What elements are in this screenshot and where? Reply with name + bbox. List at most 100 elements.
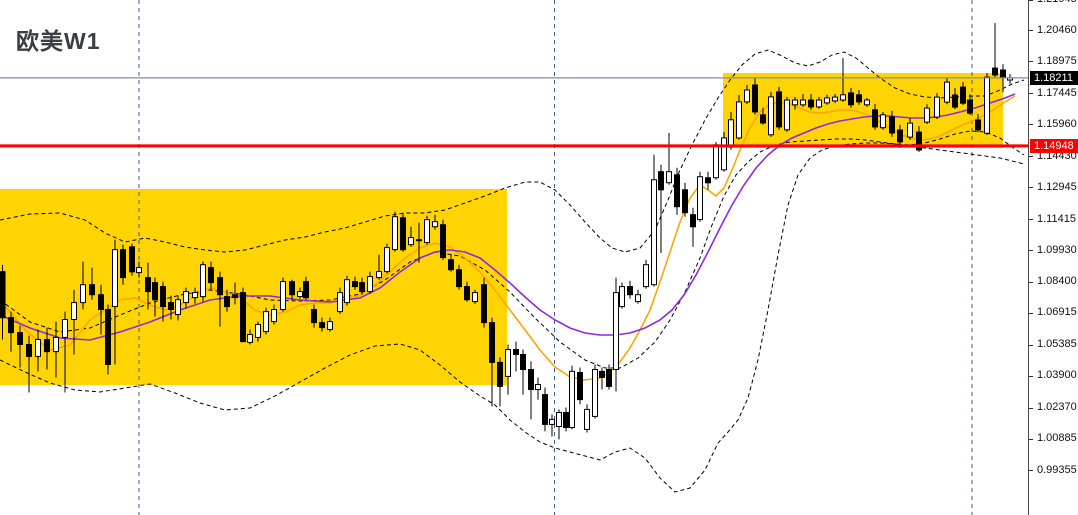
candle-bearish	[8, 317, 14, 334]
candle-bullish	[297, 291, 303, 298]
candle-bearish	[542, 394, 548, 425]
candle-bullish	[728, 119, 734, 148]
candle-bearish	[897, 129, 903, 143]
candle-bearish	[528, 369, 534, 390]
candle-bullish	[643, 264, 649, 288]
candle-bearish	[776, 91, 782, 128]
candle-bearish	[120, 249, 126, 279]
candle-bearish	[26, 344, 32, 357]
candle-bullish	[584, 408, 590, 430]
candle-bullish	[175, 299, 181, 316]
candle-bullish	[376, 271, 382, 279]
candle-bearish	[872, 109, 878, 128]
candle-bullish	[35, 339, 41, 357]
candle-bearish	[17, 332, 23, 346]
candle-bearish	[160, 286, 166, 308]
axis-tick-label: 1.11415	[1037, 212, 1076, 225]
candle-bearish	[208, 267, 214, 284]
candle-bullish	[112, 249, 118, 308]
candle-bullish	[984, 76, 990, 134]
axis-tick-mark	[1029, 156, 1033, 158]
candle-bullish	[71, 302, 77, 321]
alert-price-label: 1.14948	[1030, 138, 1078, 153]
candle-bullish	[864, 99, 870, 106]
candle-bullish	[200, 264, 206, 298]
candle-bearish	[289, 281, 295, 296]
candle-bearish	[674, 174, 680, 208]
candle-bearish	[856, 94, 862, 103]
candle-bullish	[721, 137, 727, 171]
candle-bullish	[784, 99, 790, 131]
axis-tick-label: 1.09930	[1037, 243, 1077, 256]
candle-bullish	[832, 96, 838, 102]
axis-tick-mark	[1029, 124, 1033, 126]
candle-bearish	[992, 67, 998, 76]
candle-bullish	[666, 171, 672, 184]
candle-bearish	[217, 277, 223, 296]
candle-bearish	[456, 269, 462, 288]
candle-bearish	[916, 131, 922, 151]
candle-bullish	[472, 292, 478, 303]
axis-tick-mark	[1029, 281, 1033, 283]
candle-bullish	[635, 294, 641, 303]
candle-bullish	[651, 179, 657, 286]
price-axis[interactable]: 1.18211 1.14948 1.21945 1.20460 1.18975 1.1…	[1028, 0, 1078, 515]
candle-bearish	[400, 217, 406, 251]
candle-bearish	[168, 302, 174, 311]
axis-tick-mark	[1029, 219, 1033, 221]
candle-bullish	[768, 96, 774, 136]
candle-bearish	[303, 281, 309, 299]
highlight-box[interactable]	[723, 73, 1003, 148]
candle-bearish	[577, 372, 583, 401]
candles-layer	[0, 23, 1013, 440]
candle-bearish	[690, 214, 696, 228]
axis-tick-label: 1.05385	[1037, 338, 1077, 351]
candle-bullish	[384, 247, 390, 273]
candle-bearish	[0, 271, 6, 319]
candle-bearish	[497, 361, 503, 387]
candle-bearish	[952, 94, 958, 108]
candle-bearish	[311, 309, 317, 324]
candle-bullish	[432, 221, 438, 228]
axis-tick-label: 1.03900	[1037, 369, 1077, 382]
axis-tick-mark	[1029, 407, 1033, 409]
candle-bullish	[556, 412, 562, 427]
candle-bearish	[129, 246, 135, 273]
candle-bearish	[808, 99, 814, 108]
candle-bearish	[848, 92, 854, 106]
candle-bearish	[440, 224, 446, 259]
candle-bearish	[145, 277, 151, 293]
candle-bullish	[907, 122, 913, 138]
candle-bullish	[619, 286, 625, 308]
candle-bullish	[247, 334, 253, 343]
candle-bullish	[713, 144, 719, 179]
candle-bullish	[327, 321, 333, 331]
candle-bullish	[344, 279, 350, 304]
candle-bullish	[271, 309, 277, 323]
candle-bullish	[535, 384, 541, 390]
axis-tick-mark	[1029, 30, 1033, 32]
candle-bearish	[760, 114, 766, 124]
candle-bullish	[697, 176, 703, 221]
highlight-box[interactable]	[0, 189, 507, 385]
candle-bearish	[752, 84, 758, 113]
candle-bullish	[934, 96, 940, 118]
candle-bullish	[944, 81, 950, 103]
candle-bearish	[98, 294, 104, 311]
candle-bearish	[352, 281, 358, 288]
candle-bearish	[89, 284, 95, 296]
candle-bullish	[736, 101, 742, 139]
candle-bullish	[880, 114, 886, 129]
axis-tick-label: 1.17445	[1037, 86, 1077, 99]
candle-bearish	[627, 286, 633, 296]
candle-bullish	[367, 276, 373, 293]
candle-bearish	[599, 370, 605, 378]
candle-bearish	[44, 339, 50, 353]
candle-bullish	[924, 107, 930, 123]
candle-bearish	[448, 259, 454, 271]
candle-bearish	[513, 349, 519, 355]
candle-bearish	[359, 282, 365, 293]
candle-bullish	[136, 267, 142, 274]
